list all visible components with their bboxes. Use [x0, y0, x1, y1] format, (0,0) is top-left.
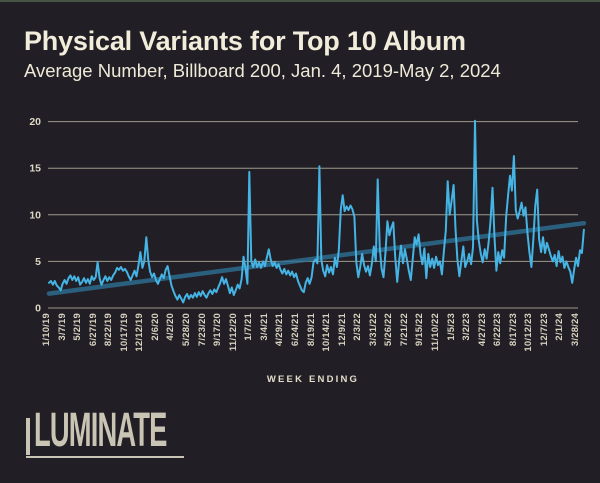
x-tick-label: 5/26/22 [383, 313, 395, 347]
x-tick-label: 1/7/21 [243, 313, 255, 341]
x-tick-label: 10/12/23 [523, 313, 535, 352]
x-tick-label: 8/17/23 [507, 313, 519, 347]
x-tick-label: 3/7/19 [56, 313, 68, 341]
x-tick-label: 11/12/20 [227, 313, 239, 352]
x-tick-label: 2/3/22 [352, 313, 364, 341]
y-tick-label: 5 [35, 256, 41, 268]
x-tick-label: 3/31/22 [367, 313, 379, 347]
x-tick-label: 12/12/19 [134, 313, 146, 352]
x-tick-label: 6/22/23 [492, 313, 504, 347]
y-tick-label: 0 [35, 303, 41, 315]
x-tick-label: 12/9/21 [336, 313, 348, 347]
x-tick-label: 8/19/21 [305, 313, 317, 347]
x-tick-label: 5/2/19 [72, 313, 84, 341]
x-tick-label: 7/21/22 [398, 313, 410, 347]
x-tick-label: 4/27/23 [476, 313, 488, 347]
chart-title: Physical Variants for Top 10 Album [24, 26, 466, 56]
x-tick-label: 2/6/20 [149, 313, 161, 341]
x-tick-label: 4/2/20 [165, 313, 177, 341]
chart-subtitle: Average Number, Billboard 200, Jan. 4, 2… [24, 60, 501, 81]
x-tick-label: 3/2/23 [461, 313, 473, 341]
luminate-logo: LUMINATE [26, 407, 184, 458]
x-tick-label: 7/23/20 [196, 313, 208, 347]
x-tick-label: 10/17/19 [118, 313, 130, 352]
x-tick-label: 8/22/19 [103, 313, 115, 347]
logo-left-bar [26, 418, 30, 455]
x-tick-label: 1/10/19 [41, 313, 52, 347]
y-tick-label: 10 [29, 209, 41, 221]
x-tick-label: 6/24/21 [289, 313, 301, 347]
logo-wordmark: LUMINATE [34, 404, 167, 457]
x-tick-label: 9/17/20 [212, 313, 224, 347]
x-tick-label: 1/5/23 [445, 313, 457, 341]
x-tick-label: 12/7/23 [538, 313, 550, 347]
x-tick-label: 5/28/20 [181, 313, 193, 347]
logo-underline [26, 455, 184, 458]
x-tick-label: 10/14/21 [321, 313, 333, 352]
data-line [48, 119, 585, 304]
x-tick-label: 4/29/21 [274, 313, 286, 347]
x-tick-label: 9/15/22 [414, 313, 426, 347]
top-accent-line [0, 0, 600, 2]
x-tick-label: 6/27/19 [87, 313, 99, 347]
x-tick-label: 3/28/24 [570, 313, 582, 347]
y-tick-label: 20 [29, 116, 41, 128]
x-tick-label: 3/4/21 [258, 313, 270, 341]
y-tick-label: 15 [29, 163, 41, 175]
x-tick-label: 11/10/22 [430, 313, 441, 352]
x-axis-title: WEEK ENDING [266, 374, 360, 385]
x-tick-label: 2/1/24 [554, 313, 566, 341]
